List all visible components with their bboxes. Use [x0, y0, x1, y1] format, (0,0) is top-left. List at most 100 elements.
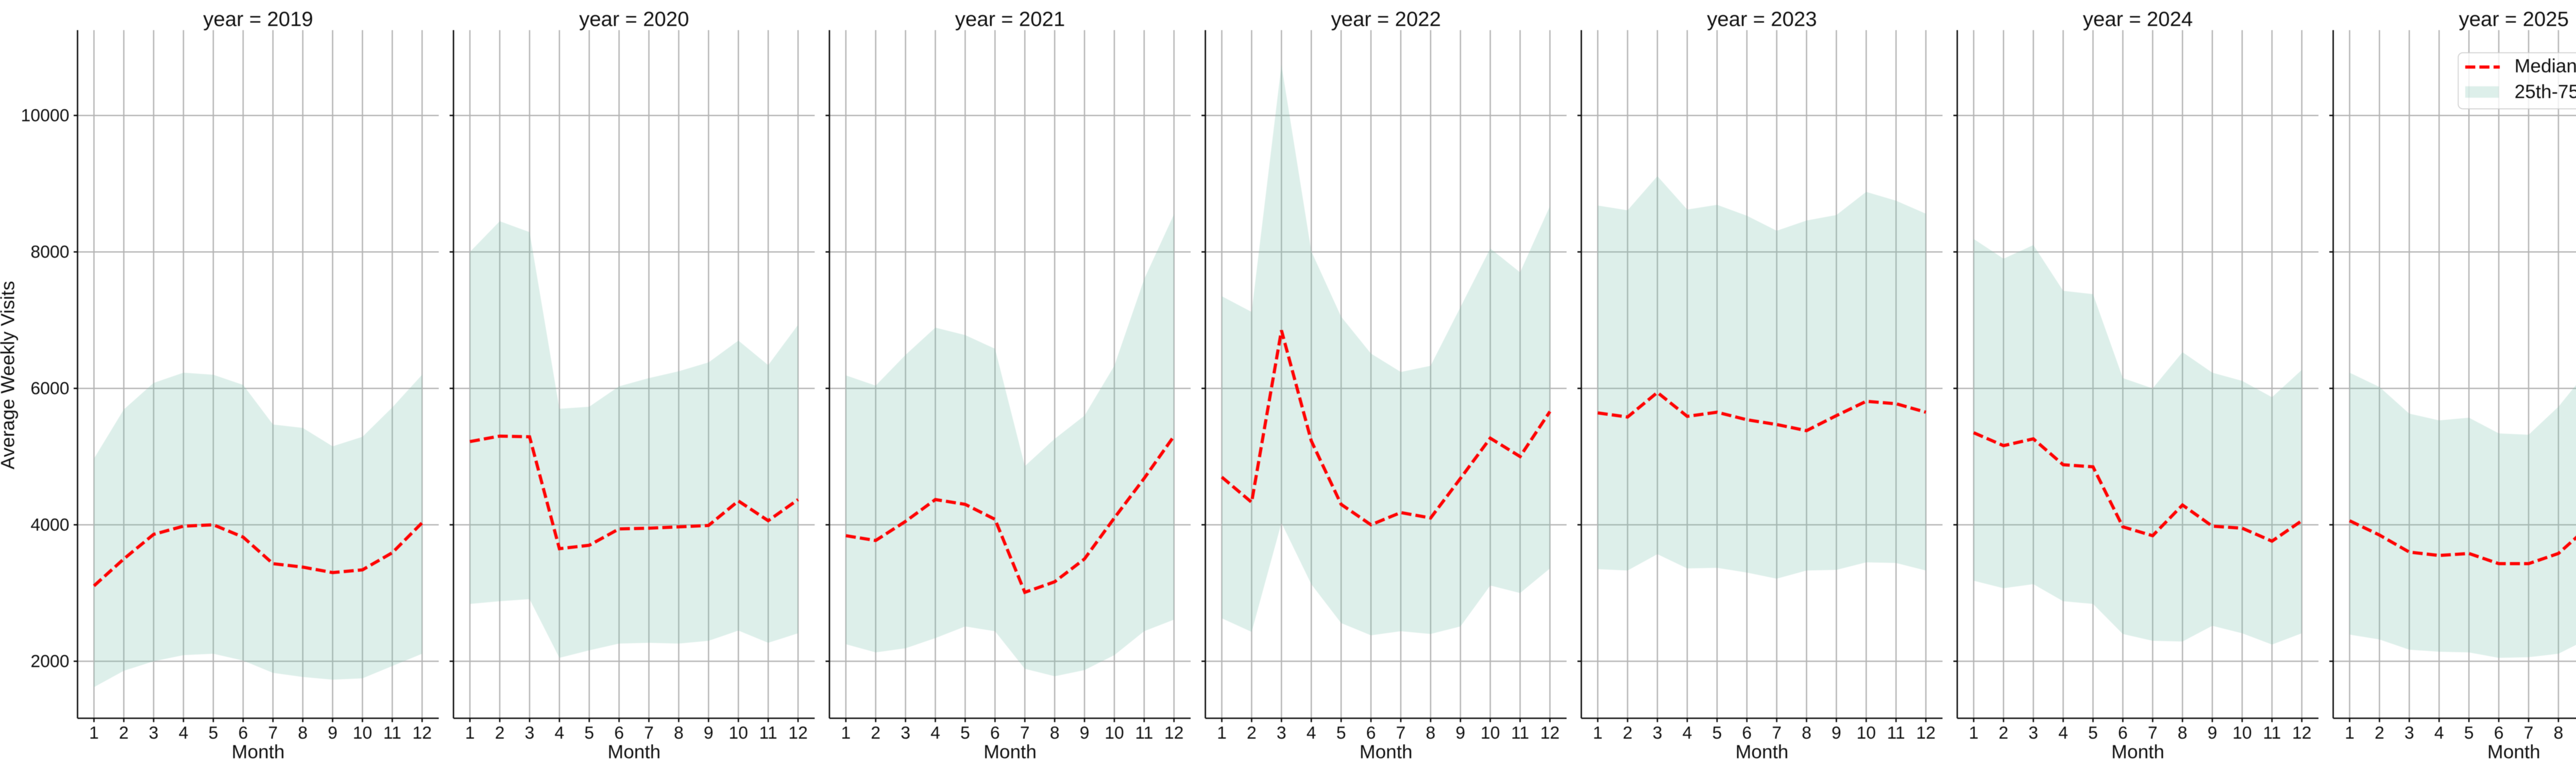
svg-text:3: 3 — [1653, 723, 1663, 743]
svg-text:5: 5 — [1712, 723, 1722, 743]
svg-text:Month: Month — [2487, 742, 2540, 763]
svg-text:8: 8 — [1426, 723, 1435, 743]
svg-text:12: 12 — [788, 723, 808, 743]
svg-text:2: 2 — [1998, 723, 2008, 743]
svg-text:9: 9 — [328, 723, 337, 743]
svg-text:4: 4 — [2434, 723, 2444, 743]
svg-text:4: 4 — [2058, 723, 2068, 743]
svg-text:8: 8 — [1050, 723, 1060, 743]
svg-text:6: 6 — [990, 723, 1000, 743]
svg-text:12: 12 — [2292, 723, 2312, 743]
svg-text:Month: Month — [607, 742, 660, 763]
svg-text:Median: Median — [2515, 55, 2576, 76]
svg-text:10: 10 — [353, 723, 372, 743]
svg-text:10: 10 — [1481, 723, 1500, 743]
svg-text:9: 9 — [1832, 723, 1841, 743]
svg-text:7: 7 — [1020, 723, 1030, 743]
svg-text:10: 10 — [1857, 723, 1876, 743]
svg-text:6: 6 — [1742, 723, 1752, 743]
svg-text:8000: 8000 — [30, 243, 69, 262]
svg-text:7: 7 — [268, 723, 278, 743]
svg-text:5: 5 — [960, 723, 970, 743]
svg-text:10: 10 — [728, 723, 748, 743]
svg-text:6: 6 — [2118, 723, 2128, 743]
svg-text:6000: 6000 — [30, 379, 69, 399]
svg-text:11: 11 — [759, 723, 777, 743]
svg-text:5: 5 — [2464, 723, 2474, 743]
svg-text:year = 2023: year = 2023 — [1707, 8, 1817, 31]
svg-text:1: 1 — [89, 723, 99, 743]
svg-text:5: 5 — [2088, 723, 2098, 743]
svg-text:8: 8 — [1802, 723, 1811, 743]
svg-text:Month: Month — [1360, 742, 1413, 763]
svg-text:3: 3 — [525, 723, 535, 743]
svg-text:25th-75th Percentile: 25th-75th Percentile — [2515, 81, 2576, 102]
svg-text:8: 8 — [674, 723, 684, 743]
svg-text:11: 11 — [1887, 723, 1905, 743]
svg-text:11: 11 — [2263, 723, 2281, 743]
svg-text:Month: Month — [232, 742, 285, 763]
svg-text:1: 1 — [2345, 723, 2354, 743]
svg-text:10: 10 — [1105, 723, 1124, 743]
svg-text:7: 7 — [1396, 723, 1406, 743]
svg-text:year = 2024: year = 2024 — [2083, 8, 2193, 31]
svg-text:1: 1 — [1593, 723, 1603, 743]
svg-text:1: 1 — [1217, 723, 1227, 743]
svg-text:5: 5 — [209, 723, 218, 743]
svg-text:11: 11 — [383, 723, 401, 743]
svg-text:2: 2 — [871, 723, 880, 743]
svg-text:7: 7 — [2524, 723, 2534, 743]
svg-text:4: 4 — [930, 723, 940, 743]
svg-text:6: 6 — [614, 723, 624, 743]
svg-text:3: 3 — [901, 723, 910, 743]
svg-text:year = 2020: year = 2020 — [579, 8, 689, 31]
svg-text:9: 9 — [2208, 723, 2217, 743]
svg-text:11: 11 — [1511, 723, 1529, 743]
svg-text:9: 9 — [1080, 723, 1090, 743]
svg-text:8: 8 — [2178, 723, 2188, 743]
svg-text:12: 12 — [1164, 723, 1184, 743]
svg-text:2: 2 — [1623, 723, 1633, 743]
svg-text:12: 12 — [1916, 723, 1936, 743]
svg-text:3: 3 — [149, 723, 159, 743]
svg-text:2: 2 — [1247, 723, 1257, 743]
svg-text:6: 6 — [2494, 723, 2504, 743]
svg-text:7: 7 — [644, 723, 654, 743]
svg-text:2000: 2000 — [30, 652, 69, 671]
svg-text:year = 2021: year = 2021 — [955, 8, 1065, 31]
svg-text:4: 4 — [554, 723, 564, 743]
svg-text:4: 4 — [1683, 723, 1692, 743]
svg-text:12: 12 — [413, 723, 432, 743]
svg-text:1: 1 — [465, 723, 475, 743]
svg-text:9: 9 — [1455, 723, 1465, 743]
svg-text:7: 7 — [2148, 723, 2158, 743]
svg-text:Month: Month — [2111, 742, 2164, 763]
svg-text:4: 4 — [1307, 723, 1316, 743]
svg-text:year = 2022: year = 2022 — [1331, 8, 1441, 31]
svg-text:8: 8 — [298, 723, 308, 743]
svg-text:2: 2 — [495, 723, 505, 743]
svg-text:6: 6 — [1366, 723, 1376, 743]
svg-text:2: 2 — [119, 723, 129, 743]
svg-text:5: 5 — [584, 723, 594, 743]
svg-text:4: 4 — [179, 723, 189, 743]
svg-text:3: 3 — [2028, 723, 2038, 743]
svg-text:5: 5 — [1336, 723, 1346, 743]
svg-text:1: 1 — [1969, 723, 1979, 743]
svg-text:10000: 10000 — [21, 106, 70, 126]
svg-text:9: 9 — [704, 723, 714, 743]
svg-text:10: 10 — [2232, 723, 2252, 743]
svg-text:6: 6 — [239, 723, 248, 743]
svg-text:7: 7 — [1772, 723, 1782, 743]
svg-text:11: 11 — [1135, 723, 1153, 743]
svg-text:Average Weekly Visits: Average Weekly Visits — [0, 281, 19, 470]
svg-text:year = 2025: year = 2025 — [2459, 8, 2569, 31]
svg-text:1: 1 — [841, 723, 851, 743]
svg-text:8: 8 — [2554, 723, 2564, 743]
svg-text:12: 12 — [1540, 723, 1560, 743]
svg-text:Month: Month — [1735, 742, 1788, 763]
svg-text:3: 3 — [2404, 723, 2414, 743]
svg-text:Month: Month — [984, 742, 1037, 763]
svg-text:year = 2019: year = 2019 — [203, 8, 313, 31]
svg-text:3: 3 — [1277, 723, 1286, 743]
